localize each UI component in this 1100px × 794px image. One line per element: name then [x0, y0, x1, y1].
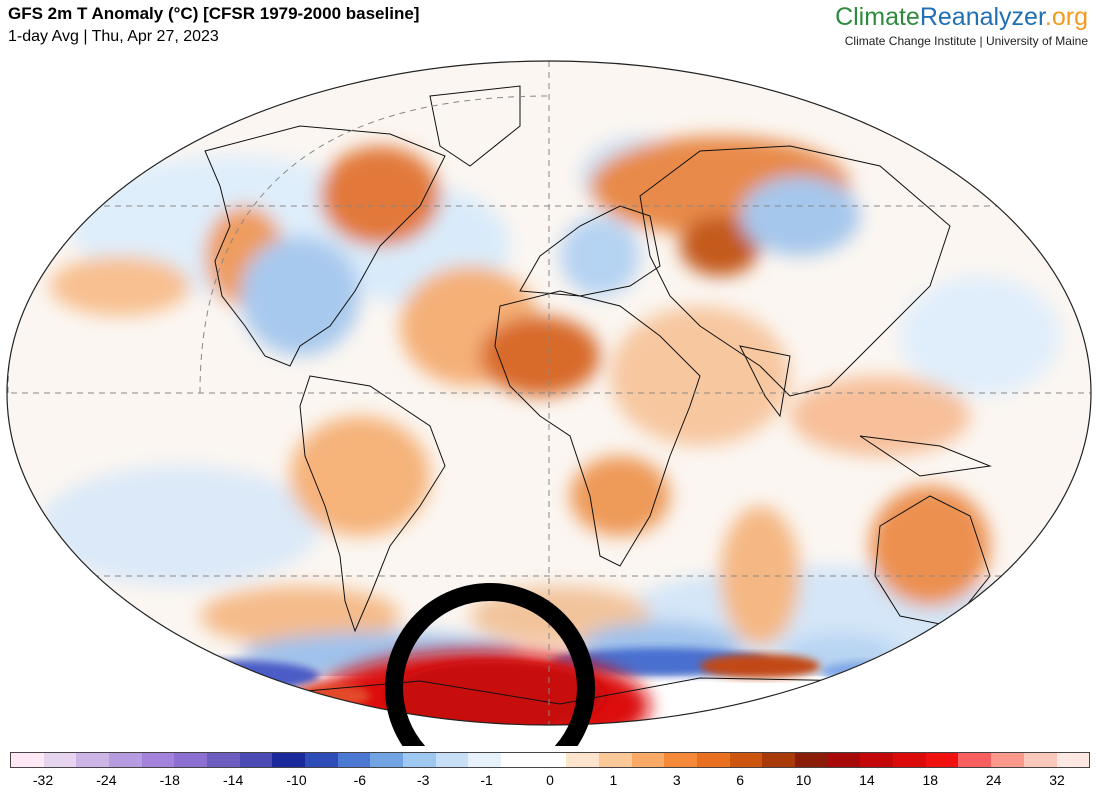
brand-logo[interactable]: ClimateReanalyzer.org: [835, 2, 1088, 32]
brand-logo-part3: .org: [1044, 3, 1088, 31]
colorbar-segment: [239, 753, 273, 767]
colorbar-segment: [501, 753, 534, 767]
annotation-circle: [385, 583, 595, 746]
colorbar-segment: [827, 753, 861, 767]
anomaly-field: [40, 136, 1060, 680]
colorbar-segment: [272, 753, 306, 767]
colorbar-segment: [43, 753, 77, 767]
colorbar-segment: [762, 753, 796, 767]
colorbar-segment: [11, 753, 44, 767]
colorbar-segment: [925, 753, 959, 767]
colorbar-segment: [664, 753, 698, 767]
brand-logo-part1: Climate: [835, 3, 920, 31]
colorbar-segment: [109, 753, 142, 767]
colorbar-segment: [370, 753, 404, 767]
colorbar-segment: [1056, 753, 1090, 767]
colorbar-tick-label: -24: [96, 772, 117, 788]
colorbar-tick-label: 0: [546, 772, 554, 788]
colorbar-segment: [893, 753, 926, 767]
colorbar-tick-label: -10: [286, 772, 307, 788]
colorbar-segment: [403, 753, 436, 767]
colorbar-tick-label: 24: [985, 772, 1002, 788]
brand-logo-part2: Reanalyzer: [919, 3, 1045, 31]
colorbar-segment: [435, 753, 469, 767]
colorbar-segment: [207, 753, 240, 767]
colorbar-segment: [468, 753, 502, 767]
colorbar-tick-label: 3: [672, 772, 681, 788]
colorbar-segment: [76, 753, 110, 767]
colorbar-tick-label: -14: [223, 772, 244, 788]
colorbar-segment: [174, 753, 208, 767]
colorbar-segment: [1023, 753, 1057, 767]
globe-outline: [6, 60, 1092, 726]
colorbar-segment: [991, 753, 1024, 767]
colorbar-segment: [631, 753, 665, 767]
colorbar-segment: [599, 753, 632, 767]
colorbar-tick-label: -3: [417, 772, 430, 788]
colorbar-segment: [337, 753, 371, 767]
colorbar-tick-label: -6: [353, 772, 367, 788]
colorbar-tick-label: 6: [736, 772, 745, 788]
antarctic-band: [7, 648, 1091, 725]
colorbar-segment: [697, 753, 730, 767]
map-svg: [6, 60, 1092, 746]
colorbar-tick-label: -1: [480, 772, 493, 788]
colorbar-tick-label: -32: [32, 772, 54, 788]
colorbar-tick-label: 1: [609, 772, 618, 788]
colorbar-segment: [533, 753, 567, 767]
colorbar: [10, 752, 1090, 768]
anomaly-map: [0, 56, 1100, 746]
colorbar-tick-label: 18: [922, 772, 939, 788]
colorbar-tick-label: 10: [795, 772, 812, 788]
brand-tagline: Climate Change Institute | University of…: [844, 34, 1088, 48]
colorbar-segment: [958, 753, 992, 767]
colorbar-segment: [141, 753, 175, 767]
map-subtitle: 1-day Avg | Thu, Apr 27, 2023: [8, 28, 219, 45]
colorbar-tick-label: 32: [1049, 772, 1065, 788]
colorbar-segment: [795, 753, 828, 767]
brand-block: ClimateReanalyzer.org Climate Change Ins…: [835, 2, 1088, 48]
colorbar-tick-label: 14: [859, 772, 875, 788]
colorbar-ticks: -32 -24 -18 -14 -10 -6 -3 -1 0 1 3 6 10 14 18 24 32: [10, 772, 1090, 792]
map-title: GFS 2m T Anomaly (°C) [CFSR 1979-2000 ba…: [8, 4, 420, 23]
colorbar-tick-label: -18: [159, 772, 180, 788]
colorbar-segment: [305, 753, 338, 767]
colorbar-segment: [860, 753, 894, 767]
colorbar-segment: [729, 753, 763, 767]
colorbar-segment: [566, 753, 600, 767]
